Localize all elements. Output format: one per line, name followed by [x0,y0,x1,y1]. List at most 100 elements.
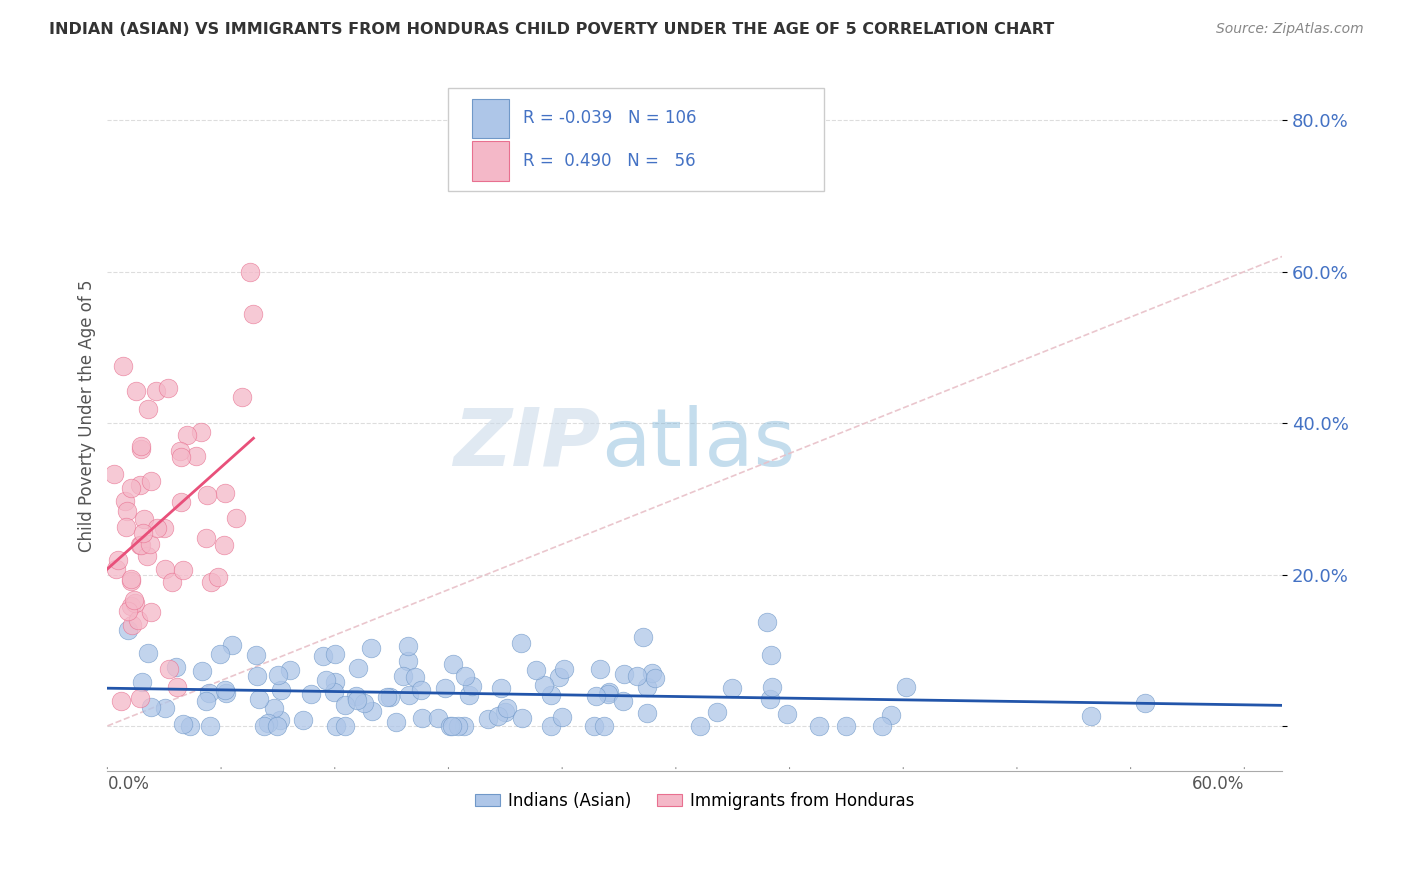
Point [257,716,280,731]
Point [129,538,152,552]
Point [138,537,160,551]
Point [263,701,285,715]
Point [344,690,367,704]
Point [145,384,167,399]
Point [589,662,612,676]
Point [533,678,555,692]
Point [440,719,463,733]
Point [215,685,238,699]
Point [583,719,606,733]
Point [870,719,893,733]
Point [129,442,152,457]
Point [190,425,212,439]
Point [129,478,152,492]
Legend: Indians (Asian), Immigrants from Honduras: Indians (Asian), Immigrants from Hondura… [468,785,921,816]
Point [315,673,337,687]
Point [325,719,347,733]
Text: Source: ZipAtlas.com: Source: ZipAtlas.com [1216,22,1364,37]
Point [129,691,152,706]
Point [103,467,125,481]
Point [454,668,477,682]
Point [323,647,346,661]
Point [266,719,288,733]
Point [1133,696,1156,710]
Point [626,669,648,683]
Text: atlas: atlas [600,405,796,483]
Point [411,711,433,725]
Point [396,640,419,654]
Point [120,599,142,613]
Point [385,715,408,730]
Point [129,439,152,453]
Point [132,526,155,541]
Point [120,574,142,588]
Point [170,450,193,464]
Point [477,712,499,726]
Point [636,680,658,694]
Point [489,681,512,695]
Point [278,663,301,677]
Point [172,563,194,577]
Point [398,688,420,702]
Point [194,694,217,708]
Point [120,482,142,496]
Point [136,646,159,660]
Point [592,719,614,733]
Point [134,512,156,526]
Point [200,574,222,589]
Point [299,687,322,701]
Point [396,654,419,668]
Point [176,427,198,442]
Point [117,624,139,638]
Point [179,719,201,733]
Point [392,669,415,683]
Point [141,606,163,620]
Point [127,613,149,627]
Point [146,521,169,535]
Point [613,667,636,681]
Point [644,671,666,685]
Point [353,696,375,710]
Point [104,562,127,576]
Point [214,485,236,500]
Point [551,709,574,723]
Point [640,666,662,681]
Point [441,657,464,672]
Point [636,706,658,721]
Point [124,384,146,399]
Point [107,553,129,567]
FancyBboxPatch shape [471,99,509,138]
Point [269,713,291,727]
Point [162,575,184,590]
Point [157,662,180,676]
Point [266,668,288,682]
Point [776,706,799,721]
Point [761,680,783,694]
Point [231,390,253,404]
Point [335,698,357,712]
Point [153,701,176,715]
Point [721,681,744,695]
Point [756,615,779,630]
Point [494,705,516,719]
Point [689,719,711,733]
Point [153,562,176,576]
Point [323,675,346,690]
Point [247,692,270,706]
Point [598,687,620,701]
Point [117,604,139,618]
Point [486,709,509,723]
Point [115,504,138,518]
Point [612,694,634,708]
Point [170,494,193,508]
Point [346,692,368,706]
Point [122,593,145,607]
Point [598,684,620,698]
Point [270,682,292,697]
Point [166,680,188,694]
Point [120,572,142,586]
Point [212,538,235,552]
Point [245,648,267,662]
Point [706,705,728,719]
Point [239,265,262,279]
